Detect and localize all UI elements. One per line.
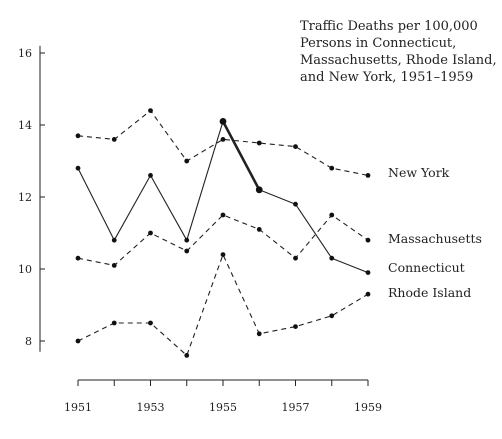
connecticut-line-segment bbox=[186, 121, 224, 241]
massachusetts-data-point bbox=[148, 230, 153, 236]
new-york-data-point bbox=[293, 144, 298, 150]
chart-title: Traffic Deaths per 100,000 Persons in Co… bbox=[300, 19, 497, 85]
x-tick-label: 1953 bbox=[137, 401, 165, 414]
rhode-island-series-line bbox=[77, 253, 369, 357]
y-tick-label: 10 bbox=[18, 263, 32, 276]
connecticut-line-segment bbox=[295, 203, 333, 259]
connecticut-data-point bbox=[329, 255, 335, 261]
massachusetts-data-point bbox=[329, 212, 335, 218]
connecticut-data-point bbox=[365, 270, 371, 275]
series-labels: New York Massachusetts Connecticut Rhode Is… bbox=[388, 165, 482, 300]
connecticut-line-segment bbox=[221, 120, 261, 191]
connecticut-series-label: Connecticut bbox=[388, 260, 465, 275]
axes: 8 10 12 14 16 1951 1953 1955 1957 1959 bbox=[18, 45, 382, 414]
rhode-island-data-point bbox=[256, 331, 262, 337]
chart-title-line: Massachusetts, Rhode Island, bbox=[300, 53, 497, 68]
x-tick-label: 1951 bbox=[64, 401, 92, 414]
new-york-data-point bbox=[329, 165, 335, 171]
massachusetts-series-label: Massachusetts bbox=[388, 231, 482, 246]
connecticut-data-point bbox=[255, 186, 263, 194]
new-york-data-point bbox=[256, 140, 262, 146]
rhode-island-data-point bbox=[184, 353, 190, 358]
connecticut-line-segment bbox=[77, 167, 115, 241]
connecticut-data-point bbox=[75, 165, 81, 171]
connecticut-line-segment bbox=[331, 257, 369, 274]
rhode-island-data-point bbox=[365, 291, 371, 297]
y-tick-label: 16 bbox=[18, 47, 32, 60]
rhode-island-series-label: Rhode Island bbox=[388, 285, 471, 300]
new-york-data-point bbox=[184, 158, 190, 164]
new-york-data-point bbox=[148, 108, 153, 113]
massachusetts-data-point bbox=[111, 263, 117, 268]
rhode-island-data-point bbox=[329, 313, 335, 319]
rhode-island-data-point bbox=[75, 338, 81, 344]
new-york-data-point bbox=[365, 173, 371, 178]
massachusetts-data-point bbox=[220, 212, 226, 218]
rhode-island-data-point bbox=[220, 252, 226, 257]
massachusetts-data-point bbox=[75, 255, 81, 261]
connecticut-data-point bbox=[111, 237, 117, 243]
massachusetts-data-point bbox=[293, 255, 298, 261]
connecticut-data-point bbox=[293, 201, 298, 207]
x-tick-label: 1959 bbox=[354, 401, 382, 414]
chart-title-line: Persons in Connecticut, bbox=[300, 36, 456, 51]
y-tick-label: 8 bbox=[25, 335, 32, 348]
chart-title-line: Traffic Deaths per 100,000 bbox=[300, 19, 478, 34]
rhode-island-data-point bbox=[148, 320, 153, 326]
massachusetts-data-point bbox=[256, 227, 262, 232]
massachusetts-series-line bbox=[77, 214, 369, 266]
new-york-data-point bbox=[111, 137, 117, 142]
connecticut-line-segment bbox=[150, 175, 188, 241]
connecticut-line-segment bbox=[113, 175, 151, 241]
y-tick-label: 12 bbox=[18, 191, 32, 204]
connecticut-data-point bbox=[219, 118, 227, 125]
chart-title-line: and New York, 1951–1959 bbox=[300, 70, 473, 85]
massachusetts-data-point bbox=[365, 237, 371, 243]
connecticut-line-segment bbox=[259, 189, 296, 205]
massachusetts-data-point bbox=[184, 248, 190, 254]
new-york-data-point bbox=[75, 133, 81, 139]
rhode-island-data-point bbox=[293, 324, 298, 329]
x-tick-label: 1957 bbox=[282, 401, 310, 414]
new-york-series-label: New York bbox=[388, 165, 450, 180]
new-york-data-point bbox=[220, 137, 226, 142]
series-layer bbox=[75, 108, 371, 358]
y-tick-label: 14 bbox=[18, 119, 32, 132]
rhode-island-data-point bbox=[111, 320, 117, 326]
connecticut-data-point bbox=[184, 237, 190, 243]
new-york-series-line bbox=[77, 109, 369, 176]
x-tick-label: 1955 bbox=[209, 401, 237, 414]
connecticut-data-point bbox=[148, 173, 153, 178]
